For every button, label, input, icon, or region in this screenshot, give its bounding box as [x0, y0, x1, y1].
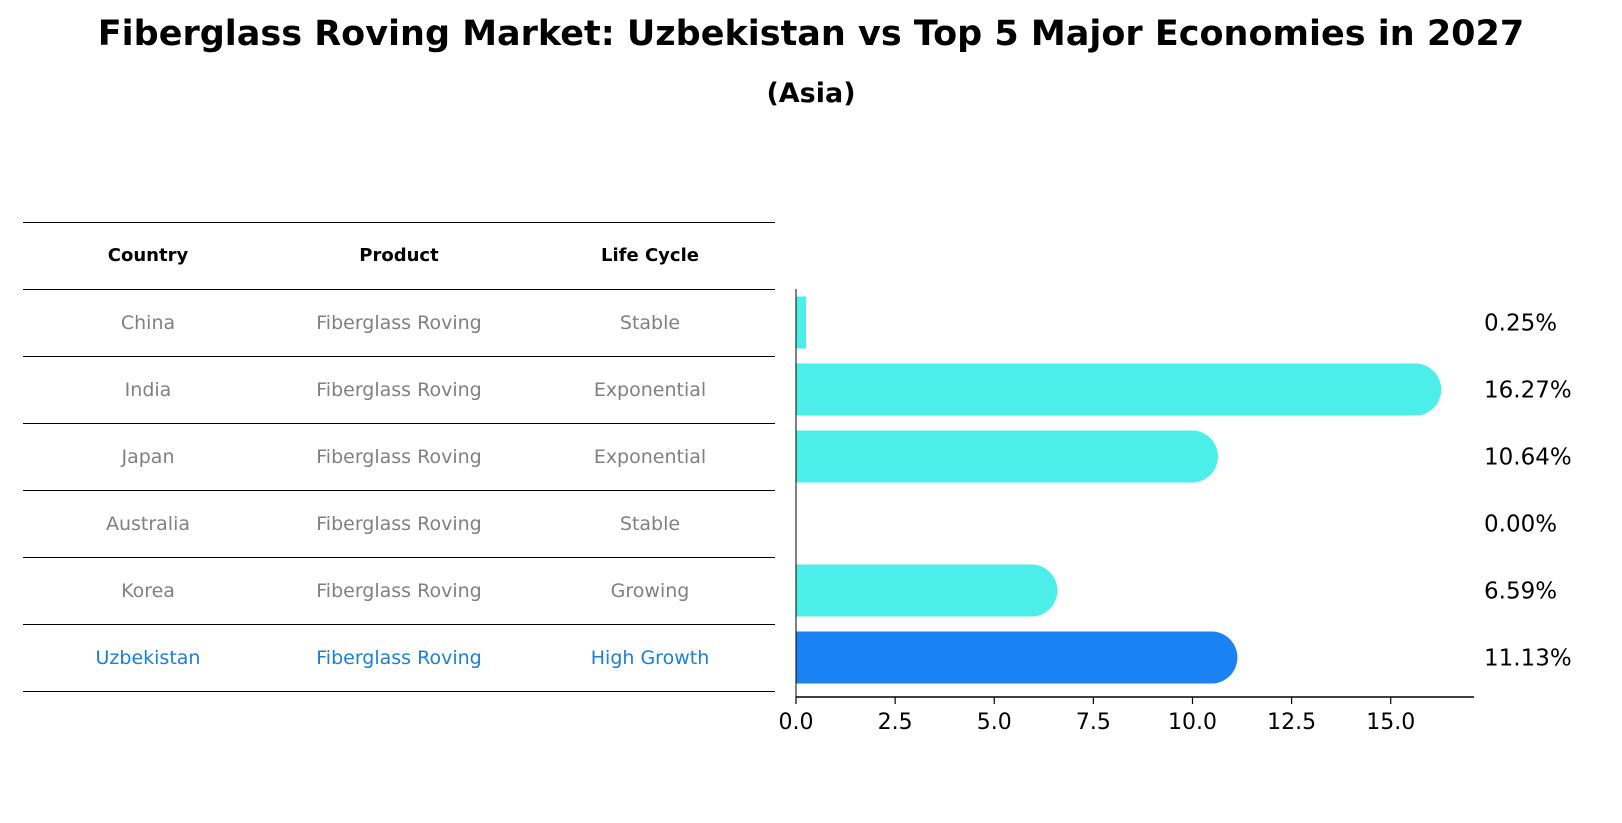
table-cell: Fiberglass Roving — [316, 311, 482, 334]
table-cell: Fiberglass Roving — [316, 445, 482, 468]
table-divider — [23, 691, 775, 692]
table-divider — [23, 423, 775, 424]
table-cell: India — [124, 378, 172, 401]
table-cell: Stable — [619, 512, 681, 535]
bar-cap — [1191, 430, 1218, 483]
bar-china — [796, 296, 806, 349]
x-tick-label: 10.0 — [1168, 710, 1217, 735]
chart-subtitle: (Asia) — [766, 78, 856, 109]
table-cell: Korea — [121, 579, 175, 602]
table-divider — [23, 289, 775, 290]
table-cell: Fiberglass Roving — [316, 378, 482, 401]
bar-value-label: 0.25% — [1484, 311, 1557, 337]
table-cell: High Growth — [590, 646, 710, 669]
table-divider — [23, 490, 775, 491]
table-cell: Japan — [121, 445, 175, 468]
x-tick-label: 7.5 — [1076, 710, 1111, 735]
bar-japan — [796, 430, 1218, 483]
x-tick-label: 15.0 — [1366, 710, 1415, 735]
table-cell: China — [120, 311, 176, 334]
chart-title: Fiberglass Roving Market: Uzbekistan vs … — [97, 14, 1525, 54]
table-cell: Exponential — [593, 378, 707, 401]
bar-value-label: 0.00% — [1484, 512, 1557, 538]
table-cell: Australia — [105, 512, 191, 535]
table-divider — [23, 222, 775, 223]
table-cell: Fiberglass Roving — [316, 579, 482, 602]
table-cell: Fiberglass Roving — [316, 646, 482, 669]
table-cell: Exponential — [593, 445, 707, 468]
table-divider — [23, 356, 775, 357]
bar-cap — [1031, 564, 1058, 617]
table-header-cell: Country — [107, 244, 189, 266]
bar-korea — [796, 564, 1058, 617]
bar-value-label: 10.64% — [1484, 445, 1572, 471]
bar-value-label: 16.27% — [1484, 378, 1572, 404]
x-tick-label: 2.5 — [878, 710, 913, 735]
bar-cap — [1211, 631, 1238, 684]
table-header-cell: Product — [359, 244, 439, 266]
bar-value-label: 6.59% — [1484, 579, 1557, 605]
table-header-cell: Life Cycle — [601, 244, 699, 266]
bar-uzbekistan — [796, 631, 1238, 684]
table-cell: Stable — [619, 311, 681, 334]
bar-india — [796, 363, 1442, 416]
bar-cap — [1415, 363, 1442, 416]
bar-value-label: 11.13% — [1484, 646, 1572, 672]
table-cell: Fiberglass Roving — [316, 512, 482, 535]
table-cell: Uzbekistan — [95, 646, 201, 669]
x-tick-label: 5.0 — [977, 710, 1012, 735]
x-tick-label: 12.5 — [1267, 710, 1316, 735]
table-divider — [23, 557, 775, 558]
table-cell: Growing — [610, 579, 690, 602]
x-tick-label: 0.0 — [779, 710, 814, 735]
table-divider — [23, 624, 775, 625]
